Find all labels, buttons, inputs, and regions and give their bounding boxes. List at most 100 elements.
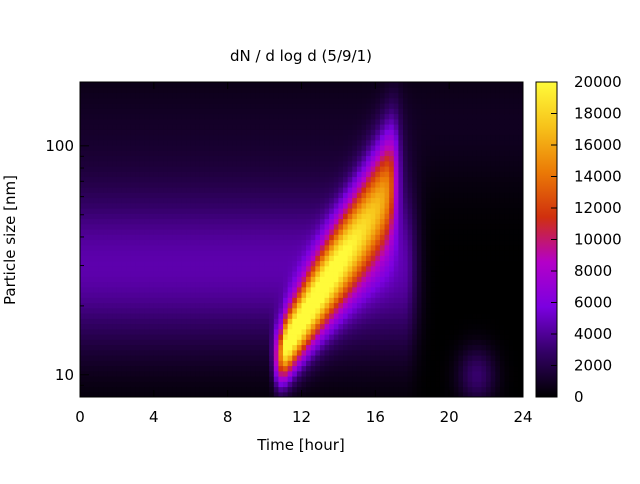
- heatmap-cell: [232, 213, 237, 219]
- heatmap-cell: [103, 145, 108, 151]
- heatmap-cell: [98, 219, 103, 225]
- heatmap-cell: [85, 140, 90, 146]
- heatmap-cell: [412, 93, 417, 99]
- heatmap-cell: [412, 213, 417, 219]
- heatmap-cell: [306, 98, 311, 104]
- heatmap-cell: [149, 213, 154, 219]
- heatmap-cell: [403, 93, 408, 99]
- heatmap-cell: [343, 308, 348, 314]
- heatmap-cell: [288, 339, 293, 345]
- heatmap-cell: [352, 108, 357, 114]
- heatmap-cell: [246, 329, 251, 335]
- heatmap-cell: [274, 198, 279, 204]
- heatmap-cell: [292, 208, 297, 214]
- heatmap-cell: [172, 360, 177, 366]
- heatmap-cell: [352, 366, 357, 372]
- heatmap-cell: [163, 345, 168, 351]
- heatmap-cell: [463, 376, 468, 382]
- heatmap-cell: [334, 87, 339, 93]
- heatmap-cell: [108, 224, 113, 230]
- heatmap-cell: [297, 313, 302, 319]
- heatmap-cell: [126, 276, 131, 282]
- heatmap-cell: [334, 82, 339, 88]
- heatmap-cell: [200, 303, 205, 309]
- heatmap-cell: [232, 297, 237, 303]
- heatmap-cell: [195, 229, 200, 235]
- heatmap-cell: [255, 360, 260, 366]
- heatmap-cell: [251, 334, 256, 340]
- heatmap-cell: [214, 261, 219, 267]
- heatmap-cell: [149, 229, 154, 235]
- heatmap-cell: [394, 276, 399, 282]
- heatmap-cell: [440, 98, 445, 104]
- heatmap-cell: [80, 82, 85, 88]
- heatmap-cell: [297, 308, 302, 314]
- heatmap-cell: [297, 213, 302, 219]
- heatmap-cell: [103, 108, 108, 114]
- heatmap-cell: [278, 98, 283, 104]
- heatmap-cell: [186, 308, 191, 314]
- heatmap-cell: [117, 108, 122, 114]
- heatmap-cell: [122, 98, 127, 104]
- heatmap-cell: [315, 261, 320, 267]
- heatmap-cell: [449, 360, 454, 366]
- heatmap-cell: [348, 177, 353, 183]
- heatmap-cell: [191, 355, 196, 361]
- heatmap-cell: [325, 271, 330, 277]
- heatmap-cell: [431, 103, 436, 109]
- heatmap-cell: [149, 108, 154, 114]
- heatmap-cell: [177, 350, 182, 356]
- heatmap-cell: [445, 234, 450, 240]
- heatmap-cell: [380, 135, 385, 141]
- heatmap-cell: [292, 177, 297, 183]
- heatmap-cell: [449, 297, 454, 303]
- heatmap-cell: [403, 292, 408, 298]
- heatmap-cell: [274, 339, 279, 345]
- heatmap-cell: [315, 329, 320, 335]
- heatmap-cell: [288, 219, 293, 225]
- heatmap-cell: [237, 87, 242, 93]
- heatmap-cell: [168, 224, 173, 230]
- heatmap-cell: [297, 108, 302, 114]
- heatmap-cell: [274, 229, 279, 235]
- heatmap-cell: [458, 182, 463, 188]
- heatmap-cell: [149, 192, 154, 198]
- heatmap-cell: [334, 339, 339, 345]
- heatmap-cell: [426, 355, 431, 361]
- heatmap-cell: [329, 355, 334, 361]
- heatmap-cell: [315, 318, 320, 324]
- heatmap-cell: [117, 261, 122, 267]
- heatmap-cell: [412, 219, 417, 225]
- heatmap-cell: [421, 318, 426, 324]
- heatmap-cell: [85, 371, 90, 377]
- heatmap-cell: [325, 360, 330, 366]
- heatmap-cell: [283, 318, 288, 324]
- heatmap-cell: [85, 376, 90, 382]
- heatmap-cell: [158, 324, 163, 330]
- heatmap-cell: [325, 318, 330, 324]
- heatmap-cell: [269, 187, 274, 193]
- heatmap-cell: [278, 213, 283, 219]
- heatmap-cell: [352, 271, 357, 277]
- heatmap-cell: [232, 82, 237, 88]
- heatmap-cell: [117, 234, 122, 240]
- heatmap-cell: [135, 98, 140, 104]
- heatmap-cell: [218, 355, 223, 361]
- heatmap-cell: [398, 292, 403, 298]
- heatmap-cell: [195, 166, 200, 172]
- heatmap-cell: [394, 318, 399, 324]
- heatmap-cell: [408, 224, 413, 230]
- heatmap-cell: [205, 371, 210, 377]
- heatmap-cell: [398, 313, 403, 319]
- heatmap-cell: [195, 250, 200, 256]
- heatmap-cell: [265, 229, 270, 235]
- heatmap-cell: [260, 187, 265, 193]
- heatmap-cell: [168, 203, 173, 209]
- heatmap-cell: [89, 192, 94, 198]
- heatmap-cell: [186, 140, 191, 146]
- heatmap-cell: [357, 329, 362, 335]
- heatmap-cell: [214, 229, 219, 235]
- heatmap-cell: [302, 150, 307, 156]
- heatmap-cell: [454, 234, 459, 240]
- heatmap-cell: [168, 282, 173, 288]
